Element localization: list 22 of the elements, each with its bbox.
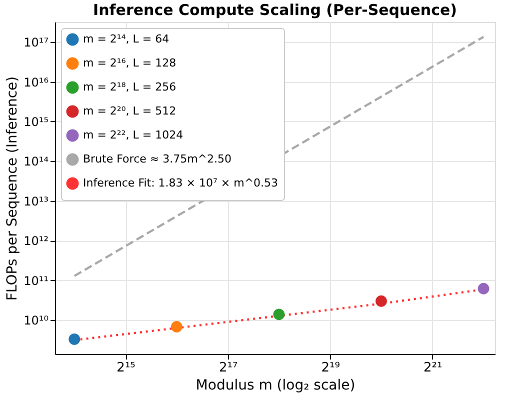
y-axis-title: FLOPs per Sequence (Inference) bbox=[4, 76, 21, 301]
x-tick-label: 2¹⁹ bbox=[321, 360, 340, 376]
y-tick-label: 10¹⁵ bbox=[24, 115, 49, 129]
x-axis-title: Modulus m (log₂ scale) bbox=[196, 378, 356, 394]
y-tick-label: 10¹² bbox=[24, 234, 49, 248]
y-tick-label: 10¹¹ bbox=[24, 274, 49, 288]
legend-label: Brute Force ≈ 3.75m^2.50 bbox=[83, 152, 232, 166]
x-tick-label: 2¹⁵ bbox=[116, 360, 136, 376]
legend-label: Inference Fit: 1.83 × 10⁷ × m^0.53 bbox=[83, 176, 278, 190]
chart-title: Inference Compute Scaling (Per-Sequence) bbox=[93, 1, 457, 19]
legend-label: m = 2²⁰, L = 512 bbox=[83, 104, 176, 118]
legend-label: m = 2²², L = 1024 bbox=[83, 128, 184, 142]
y-tick-label: 10¹⁴ bbox=[24, 154, 49, 169]
y-tick-label: 10¹⁷ bbox=[24, 36, 49, 50]
legend-label: m = 2¹⁶, L = 128 bbox=[83, 56, 176, 70]
y-tick-label: 10¹⁶ bbox=[24, 75, 49, 90]
x-tick-label: 2¹⁷ bbox=[218, 360, 238, 376]
legend-label: m = 2¹⁸, L = 256 bbox=[83, 80, 176, 94]
y-tick-label: 10¹³ bbox=[24, 194, 49, 208]
y-tick-label: 10¹⁰ bbox=[24, 314, 49, 328]
legend-label: m = 2¹⁴, L = 64 bbox=[83, 32, 170, 46]
x-tick-label: 2²¹ bbox=[424, 360, 442, 376]
